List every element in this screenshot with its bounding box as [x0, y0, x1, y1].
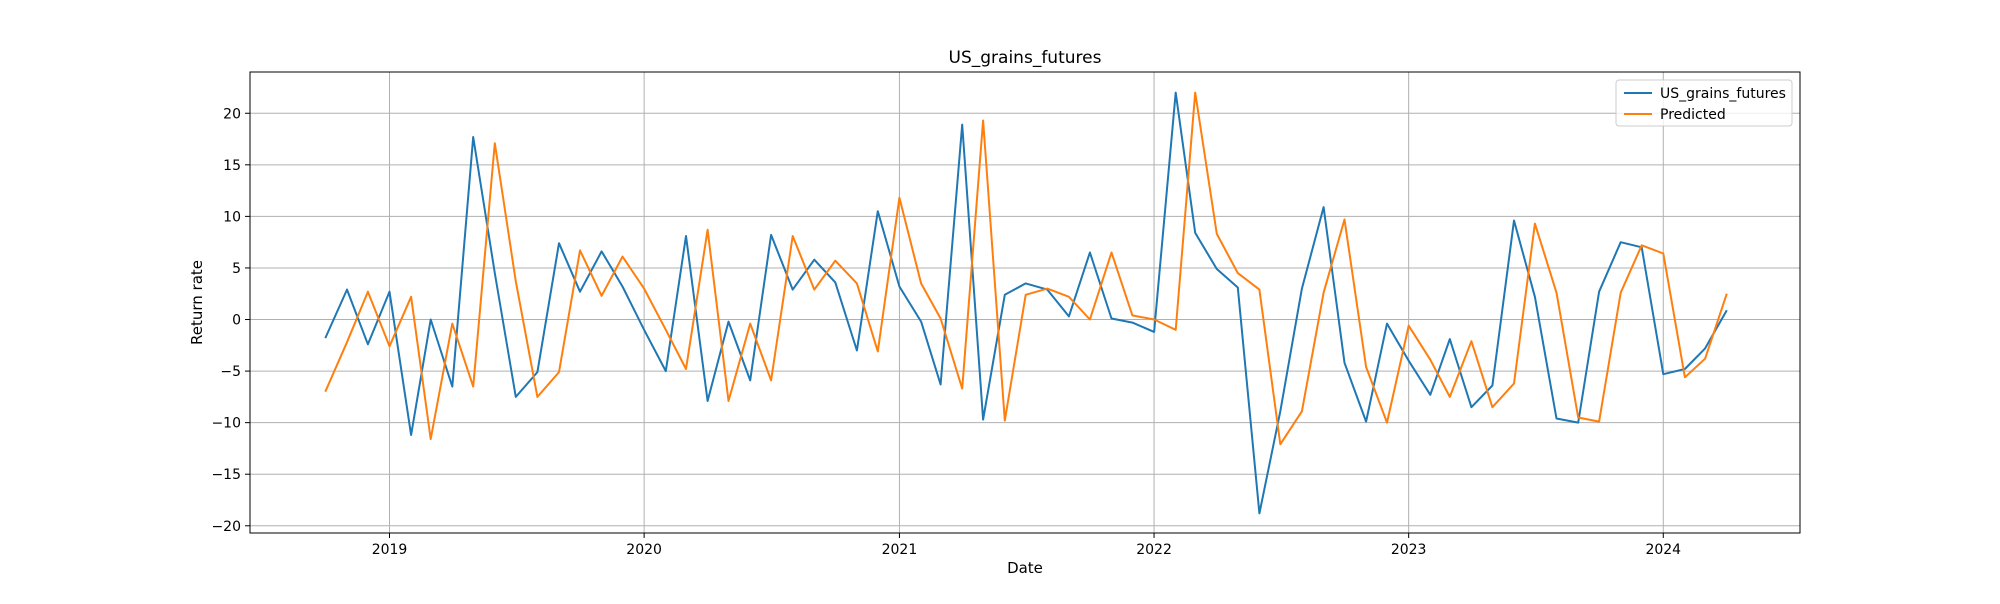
legend-label: US_grains_futures	[1660, 86, 1786, 102]
grid	[250, 72, 1800, 533]
y-tick-label: 0	[232, 313, 241, 329]
x-tick-label: 2020	[626, 542, 662, 558]
y-tick-label: −15	[211, 467, 241, 483]
series-line-predicted	[324, 91, 1728, 446]
series-lines	[324, 91, 1728, 515]
plot-area-frame	[249, 71, 1801, 534]
x-tick-label: 2021	[882, 542, 918, 558]
y-tick-label: 20	[223, 106, 241, 122]
axis-ticks: 2019 2020 2021 2022 2023 2024 20 15 10 5 0 −5 −10 −15…	[211, 106, 1681, 558]
y-tick-label: 5	[232, 261, 241, 277]
y-axis-label: Return rate	[188, 260, 206, 345]
y-tick-label: 10	[223, 209, 241, 225]
chart-title: US_grains_futures	[949, 48, 1102, 68]
legend-label: Predicted	[1660, 107, 1726, 123]
x-tick-label: 2023	[1391, 542, 1427, 558]
y-tick-label: −5	[220, 364, 241, 380]
legend: US_grains_futures Predicted	[1615, 79, 1793, 127]
x-axis-label: Date	[1007, 559, 1043, 577]
series-line-actual	[324, 91, 1728, 515]
y-tick-label: 15	[223, 158, 241, 174]
x-tick-label: 2022	[1136, 542, 1172, 558]
x-tick-label: 2019	[372, 542, 408, 558]
x-tick-label: 2024	[1645, 542, 1681, 558]
y-tick-label: −10	[211, 416, 241, 432]
y-tick-label: −20	[211, 519, 241, 535]
legend-box	[1615, 79, 1793, 127]
